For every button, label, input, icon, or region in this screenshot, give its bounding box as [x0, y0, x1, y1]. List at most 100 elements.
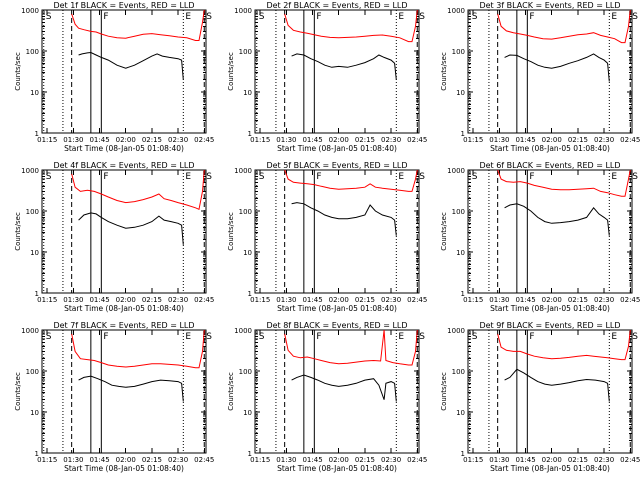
y-tick-label: 1: [248, 130, 252, 138]
event-marker-label: S: [206, 12, 212, 22]
panel-title: Det 1f BLACK = Events, RED = LLD: [53, 1, 194, 10]
x-tick-label: 01:15: [250, 456, 270, 464]
x-tick-label: 01:45: [302, 136, 322, 144]
y-axis-label: Counts/sec: [14, 52, 22, 91]
x-tick-label: 02:30: [168, 456, 188, 464]
panel-title: Det 3f BLACK = Events, RED = LLD: [479, 1, 620, 10]
x-tick-label: 02:15: [568, 456, 588, 464]
y-tick-label: 1: [461, 450, 465, 458]
event-marker-label: S: [472, 172, 478, 182]
event-marker-label: F: [529, 332, 534, 342]
panel-title: Det 9f BLACK = Events, RED = LLD: [479, 321, 620, 330]
x-axis-label: Start Time (08-Jan-05 01:08:40): [64, 304, 184, 313]
x-tick-label: 02:00: [116, 136, 136, 144]
x-tick-label: 01:45: [89, 136, 109, 144]
plot-frame: [467, 329, 633, 454]
event-marker-label: E: [185, 172, 191, 182]
event-marker-label: S: [259, 12, 265, 22]
y-tick-label: 10: [30, 249, 39, 257]
x-tick-label: 01:15: [250, 296, 270, 304]
x-axis-label: Start Time (08-Jan-05 01:08:40): [490, 144, 610, 153]
plot-frame: [254, 329, 420, 454]
events-rate-line: [291, 53, 397, 80]
plot-frame: [467, 9, 633, 134]
event-marker-label: S: [206, 172, 212, 182]
event-marker-label: S: [419, 332, 425, 342]
y-tick-label: 10: [243, 89, 252, 97]
y-axis-label: Counts/sec: [227, 372, 235, 411]
plot-frame: [41, 169, 207, 294]
plot-frame: [41, 329, 207, 454]
x-tick-label: 02:30: [381, 296, 401, 304]
panel-title: Det 4f BLACK = Events, RED = LLD: [53, 161, 194, 170]
x-tick-label: 02:30: [594, 136, 614, 144]
event-marker-label: E: [611, 172, 617, 182]
x-tick-label: 02:00: [329, 136, 349, 144]
y-tick-label: 1000: [21, 327, 39, 335]
lld-rate-line: [71, 169, 205, 211]
x-tick-label: 01:45: [515, 296, 535, 304]
x-tick-label: 02:45: [194, 456, 214, 464]
x-axis-label: Start Time (08-Jan-05 01:08:40): [277, 464, 397, 473]
y-tick-label: 100: [239, 48, 252, 56]
y-tick-label: 1000: [21, 167, 39, 175]
event-marker-label: F: [316, 172, 321, 182]
x-tick-label: 02:30: [168, 296, 188, 304]
y-tick-label: 10: [30, 409, 39, 417]
detector-panel: Det 4f BLACK = Events, RED = LLD 1 10 100 10…: [14, 161, 214, 313]
x-tick-label: 01:15: [463, 456, 483, 464]
events-rate-line: [78, 51, 184, 80]
lld-rate-line: [497, 9, 631, 44]
event-marker-label: E: [185, 332, 191, 342]
y-tick-label: 100: [26, 48, 39, 56]
panel-title: Det 8f BLACK = Events, RED = LLD: [266, 321, 407, 330]
y-tick-label: 10: [243, 249, 252, 257]
plot-frame: [254, 169, 420, 294]
x-tick-label: 01:30: [276, 136, 296, 144]
x-tick-label: 01:30: [63, 136, 83, 144]
y-tick-label: 1: [248, 450, 252, 458]
y-tick-label: 10: [30, 89, 39, 97]
y-tick-label: 1000: [447, 327, 465, 335]
y-tick-label: 1: [461, 130, 465, 138]
x-tick-label: 02:45: [407, 456, 427, 464]
event-marker-label: E: [611, 332, 617, 342]
detector-panel: Det 3f BLACK = Events, RED = LLD 1 10 100 10…: [440, 1, 640, 153]
x-tick-label: 02:30: [381, 456, 401, 464]
lld-rate-line: [284, 169, 418, 192]
lld-rate-line: [71, 9, 205, 41]
event-marker-label: F: [316, 12, 321, 22]
event-marker-label: S: [632, 172, 638, 182]
event-marker-label: E: [611, 12, 617, 22]
x-tick-label: 01:15: [463, 296, 483, 304]
event-marker-label: S: [259, 332, 265, 342]
x-tick-label: 01:45: [302, 296, 322, 304]
event-marker-label: S: [419, 12, 425, 22]
x-axis-label: Start Time (08-Jan-05 01:08:40): [490, 304, 610, 313]
x-tick-label: 01:15: [37, 456, 57, 464]
x-tick-label: 02:30: [594, 456, 614, 464]
x-axis-label: Start Time (08-Jan-05 01:08:40): [490, 464, 610, 473]
event-marker-label: S: [472, 12, 478, 22]
event-marker-label: F: [529, 172, 534, 182]
x-tick-label: 01:15: [37, 296, 57, 304]
panel-title: Det 2f BLACK = Events, RED = LLD: [266, 1, 407, 10]
x-tick-label: 01:30: [63, 456, 83, 464]
plot-frame: [254, 9, 420, 134]
event-marker-label: E: [398, 12, 404, 22]
panel-title: Det 5f BLACK = Events, RED = LLD: [266, 161, 407, 170]
panel-title: Det 6f BLACK = Events, RED = LLD: [479, 161, 620, 170]
x-tick-label: 01:30: [276, 296, 296, 304]
events-rate-line: [504, 53, 610, 82]
y-tick-label: 100: [239, 368, 252, 376]
y-tick-label: 1: [461, 290, 465, 298]
x-tick-label: 02:15: [355, 296, 375, 304]
event-marker-label: E: [185, 12, 191, 22]
x-tick-label: 02:30: [381, 136, 401, 144]
lld-rate-line: [71, 329, 205, 369]
y-axis-label: Counts/sec: [440, 52, 448, 91]
x-tick-label: 02:00: [116, 456, 136, 464]
y-tick-label: 1000: [447, 7, 465, 15]
y-tick-label: 1000: [234, 7, 252, 15]
x-tick-label: 01:15: [37, 136, 57, 144]
